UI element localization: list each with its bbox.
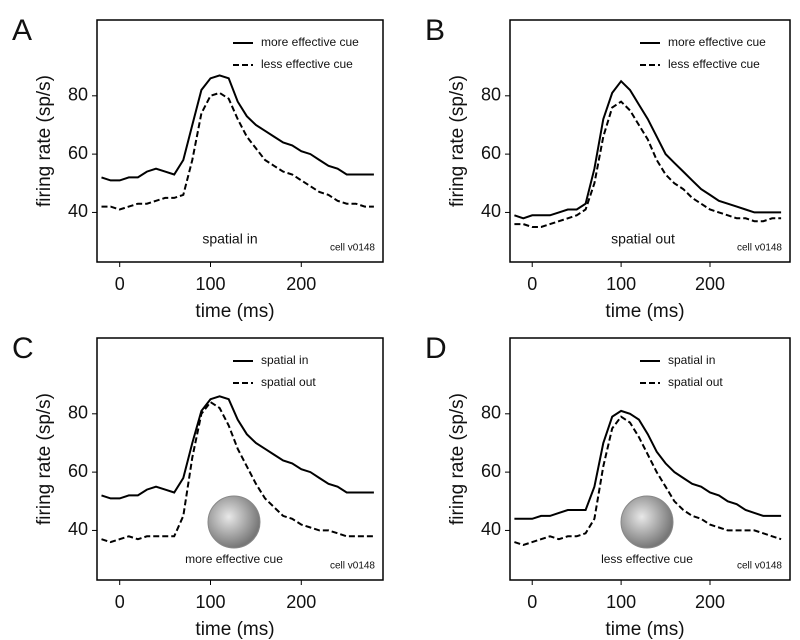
series-line: [101, 400, 374, 544]
x-tick-label: 100: [606, 274, 636, 294]
x-tick-label: 0: [527, 592, 537, 612]
series-line: [514, 409, 782, 520]
series-line: [101, 91, 374, 211]
legend-label: spatial out: [668, 375, 723, 389]
legend-label: more effective cue: [261, 35, 359, 49]
image-caption: less effective cue: [601, 552, 693, 566]
plot-frame: [509, 337, 791, 581]
panel-label: D: [425, 332, 447, 365]
x-tick-label: 200: [286, 592, 316, 612]
x-axis-label: time (ms): [605, 619, 684, 640]
y-tick-label: 60: [481, 143, 501, 163]
y-tick-label: 40: [68, 201, 88, 221]
x-tick-label: 200: [286, 274, 316, 294]
y-tick-label: 80: [481, 85, 501, 105]
y-axis-label: firing rate (sp/s): [34, 75, 55, 207]
legend-label: less effective cue: [261, 57, 353, 71]
legend-label: spatial in: [261, 353, 308, 367]
y-axis-label: firing rate (sp/s): [447, 75, 468, 207]
plot-frame: [96, 337, 384, 581]
condition-label: spatial in: [202, 231, 257, 247]
series-line: [514, 415, 782, 547]
series-line: [514, 100, 782, 228]
stimulus-image: [620, 495, 674, 549]
legend-label: less effective cue: [668, 57, 760, 71]
x-tick-label: 0: [115, 274, 125, 294]
x-tick-label: 0: [115, 592, 125, 612]
x-tick-label: 100: [606, 592, 636, 612]
y-tick-label: 40: [68, 519, 88, 539]
series-line: [514, 79, 782, 220]
condition-label: spatial out: [611, 231, 675, 247]
cell-label: cell v0148: [737, 243, 782, 254]
y-tick-label: 60: [68, 143, 88, 163]
x-tick-label: 100: [195, 274, 225, 294]
legend-label: spatial in: [668, 353, 715, 367]
x-axis-label: time (ms): [195, 619, 274, 640]
x-axis-label: time (ms): [195, 301, 274, 322]
x-tick-label: 200: [695, 592, 725, 612]
stimulus-image: [207, 495, 261, 549]
plot-frame: [509, 19, 791, 263]
image-caption: more effective cue: [185, 552, 283, 566]
y-axis-label: firing rate (sp/s): [34, 393, 55, 525]
cell-label: cell v0148: [330, 243, 375, 254]
series-line: [101, 74, 374, 182]
y-tick-label: 60: [68, 461, 88, 481]
y-tick-label: 60: [481, 461, 501, 481]
legend-label: more effective cue: [668, 35, 766, 49]
panel-label: A: [12, 14, 32, 47]
x-tick-label: 100: [195, 592, 225, 612]
x-tick-label: 0: [527, 274, 537, 294]
plot-frame: [96, 19, 384, 263]
y-tick-label: 80: [68, 403, 88, 423]
series-line: [101, 395, 374, 500]
x-axis-label: time (ms): [605, 301, 684, 322]
y-tick-label: 40: [481, 519, 501, 539]
y-tick-label: 40: [481, 201, 501, 221]
x-tick-label: 200: [695, 274, 725, 294]
panel-label: B: [425, 14, 445, 47]
cell-label: cell v0148: [737, 561, 782, 572]
cell-label: cell v0148: [330, 561, 375, 572]
y-axis-label: firing rate (sp/s): [447, 393, 468, 525]
y-tick-label: 80: [68, 85, 88, 105]
legend-label: spatial out: [261, 375, 316, 389]
panel-label: C: [12, 332, 34, 365]
y-tick-label: 80: [481, 403, 501, 423]
